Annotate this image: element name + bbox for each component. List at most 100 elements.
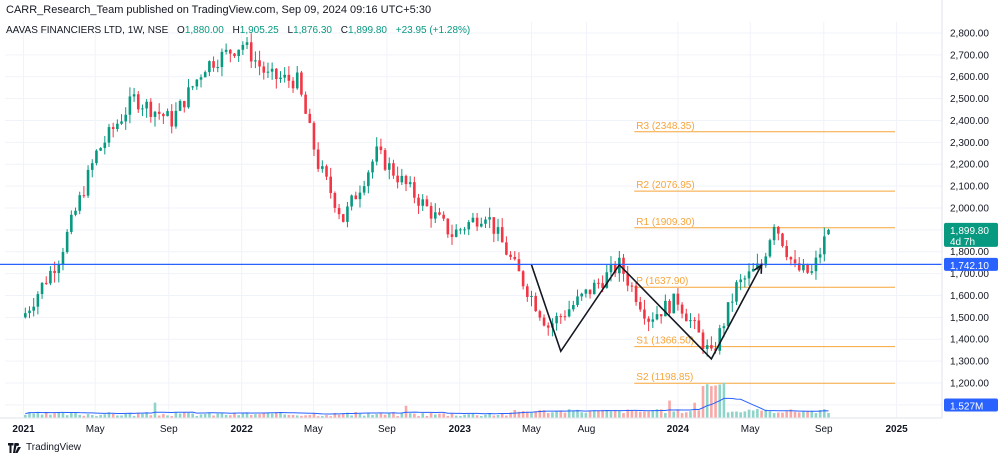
time-axis[interactable]: 2021 May Sep 2022 May Sep 2023 May Aug 2024 May Sep… [12, 424, 908, 435]
volume-bar [136, 413, 140, 418]
candle-body [751, 268, 755, 272]
symbol-legend: AAVAS FINANCIERS LTD, 1W, NSE O1,880.00 … [6, 25, 470, 36]
candle-body [689, 320, 692, 322]
volume-bar [638, 411, 642, 418]
candle-body [325, 166, 328, 177]
candle-body [392, 163, 395, 176]
volume-bar [333, 412, 337, 418]
volume-bar [714, 385, 717, 418]
volume-bar [505, 415, 508, 418]
candle-body [659, 314, 663, 317]
volume-bar [651, 410, 655, 418]
candle-body [567, 309, 571, 317]
tradingview-footer[interactable]: TradingView [8, 442, 81, 453]
pattern-line[interactable] [530, 263, 763, 361]
volume-bar [429, 413, 433, 418]
candle-body [258, 60, 261, 67]
candle-body [722, 326, 726, 329]
volume-bar [266, 412, 270, 418]
volume-bar [132, 415, 136, 418]
price-tick-label: 1,200.00 [950, 378, 989, 389]
volume-bar [739, 412, 742, 418]
candle-body [664, 300, 667, 317]
time-tick-label: 2025 [886, 424, 909, 435]
volume-bar [375, 414, 379, 418]
volume-bar [580, 412, 583, 418]
candle-body [643, 309, 646, 319]
support-price-tag: 1,742.10 [944, 257, 998, 272]
volume-bar [572, 411, 575, 418]
price-tick-label: 2,600.00 [950, 72, 989, 83]
candle-body [735, 282, 738, 302]
volume-bar [551, 412, 554, 418]
volume-bar [559, 410, 563, 418]
candle-body [270, 68, 274, 72]
candle-body [304, 94, 307, 114]
candle-body [467, 222, 471, 230]
candle-body [111, 127, 115, 130]
volume-bar [764, 409, 768, 418]
volume-bar [425, 415, 429, 418]
volume-bar [275, 412, 278, 418]
candle-body [797, 263, 801, 271]
volume-bar [659, 409, 663, 418]
volume-bar [471, 413, 475, 418]
volume-bar [584, 412, 588, 418]
volume-bar [576, 409, 579, 418]
candle-body [212, 61, 215, 68]
candle-body [626, 273, 630, 286]
candle-body [672, 293, 676, 314]
volume-bar [124, 413, 128, 418]
volume-bar [149, 415, 153, 418]
candle-body [772, 226, 776, 241]
candle-body [563, 316, 567, 318]
candle-body [429, 206, 433, 219]
price-tick-label: 2,000.00 [950, 203, 989, 214]
candle-body [350, 195, 353, 207]
candle-body [396, 175, 399, 183]
volume-bar [655, 409, 659, 418]
volume-bars [24, 382, 830, 418]
candle-body [187, 87, 190, 108]
volume-tag-text: 1.527M [950, 402, 983, 413]
volume-bar [802, 411, 805, 418]
volume-bar [705, 384, 709, 418]
price-axis[interactable]: 2,800.00 2,700.00 2,600.00 2,500.00 2,400.00… [0, 0, 998, 419]
price-tick-label: 2,400.00 [950, 116, 989, 127]
candle-body [90, 163, 94, 170]
candle-body [387, 163, 391, 170]
volume-bar [672, 411, 676, 418]
volume-bar [496, 414, 500, 418]
candle-body [555, 316, 558, 324]
symbol-name[interactable]: AAVAS FINANCIERS LTD, 1W, NSE [6, 25, 169, 36]
volume-bar [689, 411, 692, 418]
pivot-label-r3: R3 (2348.35) [636, 121, 694, 132]
volume-bar [806, 411, 809, 418]
candle-body [730, 301, 734, 303]
candle-body [229, 49, 232, 54]
candle-body [354, 195, 358, 200]
volume-bar [643, 411, 646, 418]
candle-body [718, 328, 722, 351]
low-value: 1,876.30 [293, 25, 332, 36]
volume-bar [417, 416, 420, 418]
candle-body [438, 212, 441, 215]
candle-body [764, 256, 768, 266]
volume-bar [208, 412, 211, 418]
volume-bar [111, 413, 115, 418]
volume-bar [747, 409, 751, 418]
pivot-label-r2: R2 (2076.95) [636, 180, 694, 191]
candle-body [333, 193, 337, 208]
candle-body [818, 254, 822, 258]
price-tick-label: 2,200.00 [950, 160, 989, 171]
pivot-label-s1: S1 (1366.50) [636, 336, 694, 347]
volume-bar [86, 414, 90, 418]
volume-bar [459, 415, 462, 418]
volume-bar [82, 415, 86, 418]
candle-body [684, 313, 688, 322]
volume-bar [626, 409, 630, 418]
volume-bar [810, 410, 814, 418]
volume-bar [697, 410, 701, 418]
candle-body [454, 229, 458, 237]
